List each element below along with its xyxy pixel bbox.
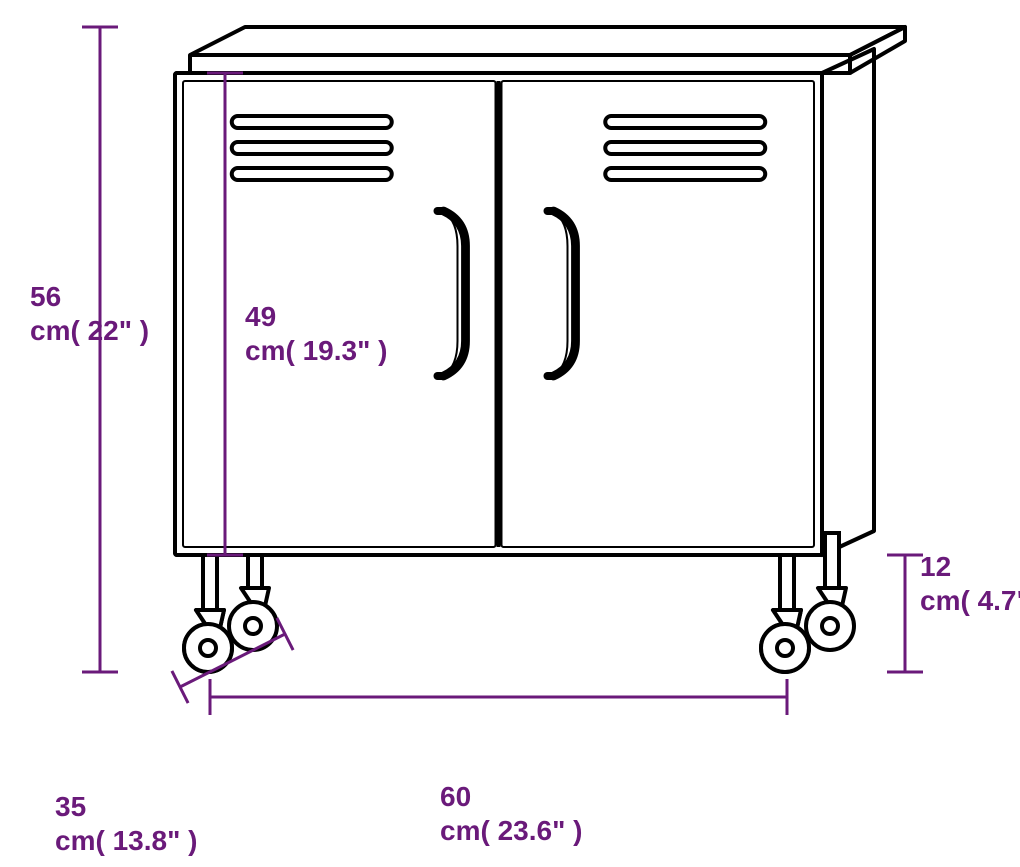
dim-width: 60 cm( 23.6" ) xyxy=(440,780,582,847)
dim-body-height: 49 cm( 19.3" ) xyxy=(245,300,387,367)
dim-depth: 35 cm( 13.8" ) xyxy=(55,790,197,857)
dim-caster-height: 12 cm( 4.7" ) xyxy=(920,550,1020,617)
dim-total-height: 56 cm( 22" ) xyxy=(30,280,149,347)
